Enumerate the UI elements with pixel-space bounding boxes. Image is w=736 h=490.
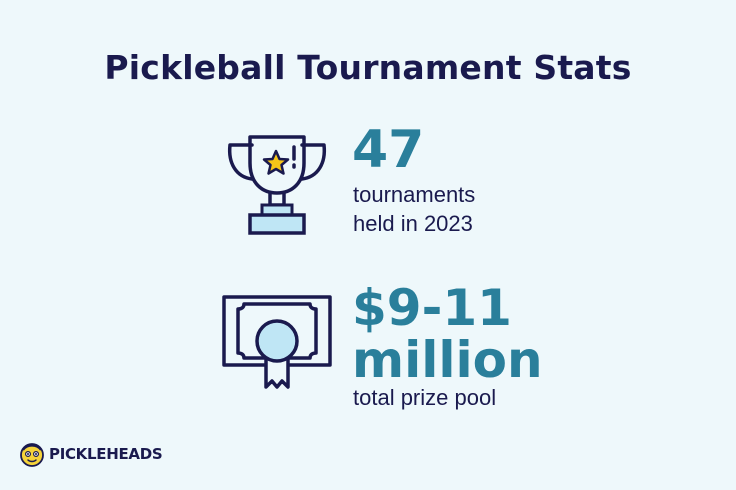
prize-amount-line1: $9-11 <box>352 279 512 337</box>
pickleball-head-icon <box>20 443 44 467</box>
trophy-icon <box>227 135 327 235</box>
pickleheads-logo: PICKLEHEADS <box>19 440 163 468</box>
logo-wordmark: PICKLEHEADS <box>49 445 163 463</box>
tournaments-count: 47 <box>352 120 425 180</box>
tournaments-label-line1: tournaments <box>353 182 476 207</box>
page-title: Pickleball Tournament Stats <box>104 48 632 87</box>
prize-amount-line2: million <box>352 331 543 389</box>
prize-pool-label: total prize pool <box>353 385 497 410</box>
prize-certificate-icon <box>222 295 332 389</box>
tournaments-label-line2: held in 2023 <box>353 211 473 236</box>
